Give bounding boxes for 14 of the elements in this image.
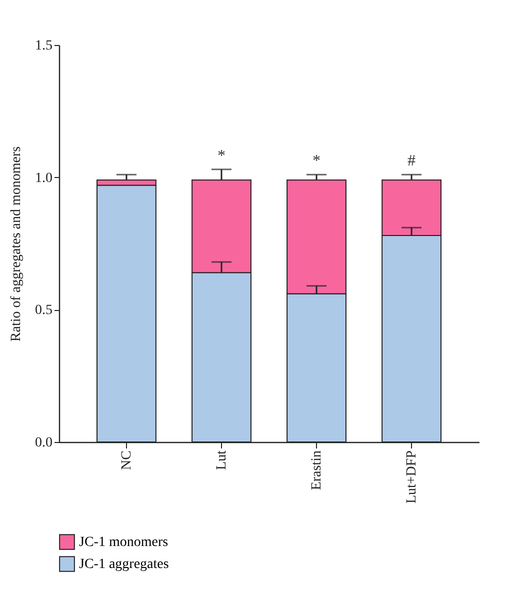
x-tick-label: Lut+DFP <box>404 450 420 504</box>
y-axis-title: Ratio of aggregates and monomers <box>9 146 24 342</box>
y-tick-label: 0.5 <box>35 303 52 318</box>
x-tick-label: Erastin <box>310 450 325 490</box>
annotation: * <box>217 147 226 164</box>
y-tick-label: 0.0 <box>35 436 52 450</box>
annotation: * <box>312 152 321 170</box>
legend-label: JC-1 monomers <box>79 535 168 550</box>
y-tick-label: 1.5 <box>35 38 52 54</box>
x-tick-label: NC <box>119 450 134 470</box>
y-tick-label: 1.0 <box>35 170 52 186</box>
annotation: # <box>408 152 416 170</box>
x-tick-label: Lut <box>214 450 230 470</box>
legend-label: JC-1 aggregates <box>79 557 169 572</box>
